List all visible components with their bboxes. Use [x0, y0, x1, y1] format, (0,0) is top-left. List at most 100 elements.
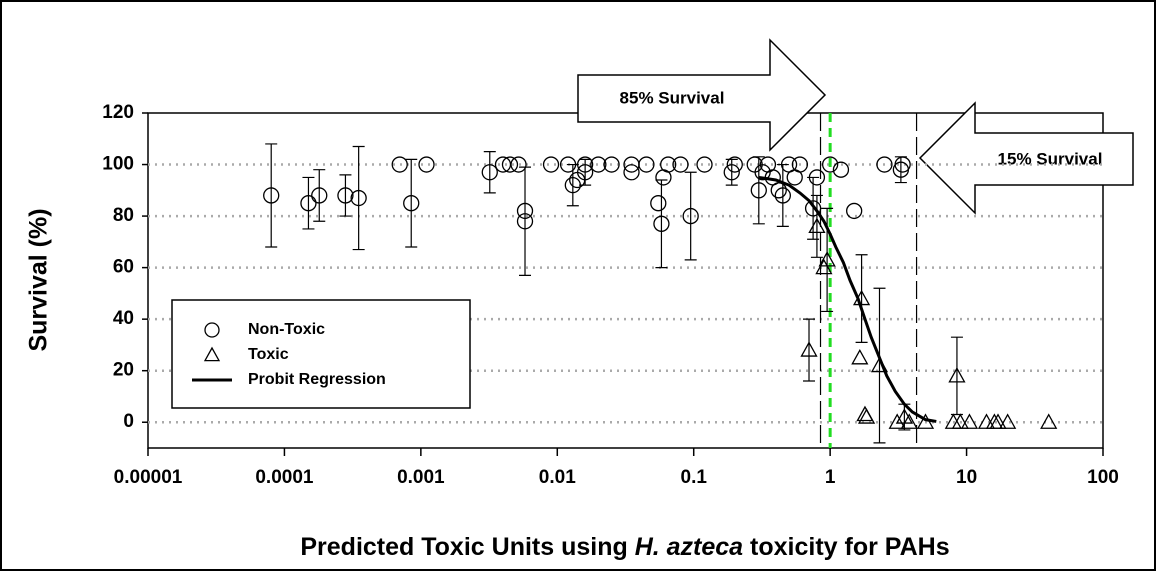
- point: [774, 187, 791, 204]
- point: [818, 251, 836, 267]
- error-bar: [752, 156, 765, 225]
- error-bar: [855, 254, 868, 343]
- x-tick-label: 10: [956, 467, 977, 488]
- point: [576, 164, 594, 181]
- x-axis-title-part: Predicted Toxic Units using: [300, 533, 634, 561]
- point: [542, 156, 560, 173]
- x-tick-label: 0.01: [539, 467, 576, 488]
- point: [603, 156, 620, 173]
- x-axis-title: Predicted Toxic Units using H. azteca to…: [300, 533, 949, 561]
- point: [821, 156, 839, 173]
- regression-line: [758, 175, 937, 423]
- x-tick-label: 0.1: [681, 467, 708, 488]
- point: [638, 156, 655, 173]
- y-tick-label: 80: [113, 205, 134, 226]
- x-tick-label: 0.0001: [255, 467, 314, 488]
- x-tick-label: 0.00001: [114, 467, 183, 488]
- error-bar: [776, 163, 789, 227]
- annotation: 85% Survival: [620, 88, 725, 107]
- arrow-left: [918, 101, 1134, 215]
- x-tick-label: 1: [825, 467, 836, 488]
- point: [999, 413, 1017, 429]
- point: [418, 156, 435, 173]
- point: [804, 200, 822, 217]
- point: [900, 413, 918, 429]
- point: [623, 164, 640, 181]
- x-tick-label: 0.001: [397, 467, 445, 488]
- point: [857, 408, 876, 424]
- error-bar: [873, 287, 886, 444]
- y-tick-label: 0: [123, 411, 134, 432]
- error-bar: [483, 151, 496, 194]
- error-bar: [684, 171, 697, 261]
- point: [960, 413, 979, 429]
- point: [951, 413, 969, 429]
- legend-label: Toxic: [248, 346, 289, 363]
- legend-label: Non-Toxic: [248, 321, 325, 338]
- point: [726, 156, 743, 173]
- point: [300, 195, 317, 212]
- legend-box: [171, 299, 471, 409]
- point: [948, 367, 966, 383]
- arrow-right: [577, 38, 827, 152]
- point: [660, 156, 677, 173]
- point: [350, 189, 367, 207]
- point: [672, 156, 689, 173]
- point: [791, 156, 809, 173]
- x-axis-title-part: H. azteca: [635, 533, 743, 561]
- y-tick-label: 100: [102, 154, 134, 175]
- error-bar: [803, 318, 816, 382]
- point: [590, 156, 607, 173]
- point: [832, 161, 850, 178]
- point: [888, 413, 906, 429]
- point: [770, 182, 787, 199]
- y-tick-label: 40: [113, 308, 134, 329]
- point: [653, 215, 670, 232]
- point: [391, 156, 408, 173]
- point: [851, 348, 869, 365]
- error-bar: [725, 158, 738, 186]
- point: [894, 156, 911, 173]
- point: [510, 156, 527, 173]
- point: [1040, 413, 1058, 429]
- error-bar: [313, 169, 326, 222]
- error-bar: [655, 179, 668, 269]
- point: [989, 413, 1007, 429]
- error-bar: [265, 143, 278, 248]
- legend-marker: [203, 346, 221, 362]
- point: [263, 187, 280, 204]
- point: [311, 187, 328, 204]
- point: [808, 217, 826, 234]
- point: [723, 164, 740, 181]
- error-bar: [566, 163, 579, 207]
- legend: Non-Toxic Toxic Probit Regression: [171, 299, 471, 409]
- point: [808, 169, 826, 186]
- legend-marker: [204, 322, 220, 338]
- legend-label: Probit Regression: [248, 371, 386, 388]
- error-bar: [405, 158, 418, 248]
- error-bar: [302, 176, 315, 230]
- point: [800, 341, 818, 357]
- point: [650, 195, 667, 212]
- x-axis-title-part: toxicity for PAHs: [743, 533, 950, 561]
- point: [696, 156, 713, 173]
- point: [501, 156, 519, 173]
- error-bar: [339, 174, 352, 217]
- y-axis-title: Survival (%): [25, 208, 53, 351]
- error-bar: [810, 194, 823, 258]
- point: [750, 182, 767, 199]
- y-tick-label: 120: [102, 102, 134, 123]
- error-bar: [519, 166, 532, 276]
- point: [576, 156, 594, 173]
- error-bar: [352, 145, 365, 251]
- point: [337, 187, 354, 204]
- point: [846, 202, 863, 220]
- x-tick-label: 100: [1087, 467, 1119, 488]
- point: [516, 213, 534, 230]
- point: [403, 195, 420, 212]
- point: [876, 156, 893, 173]
- y-tick-label: 20: [113, 360, 134, 381]
- y-tick-label: 60: [113, 257, 134, 278]
- point: [682, 207, 699, 225]
